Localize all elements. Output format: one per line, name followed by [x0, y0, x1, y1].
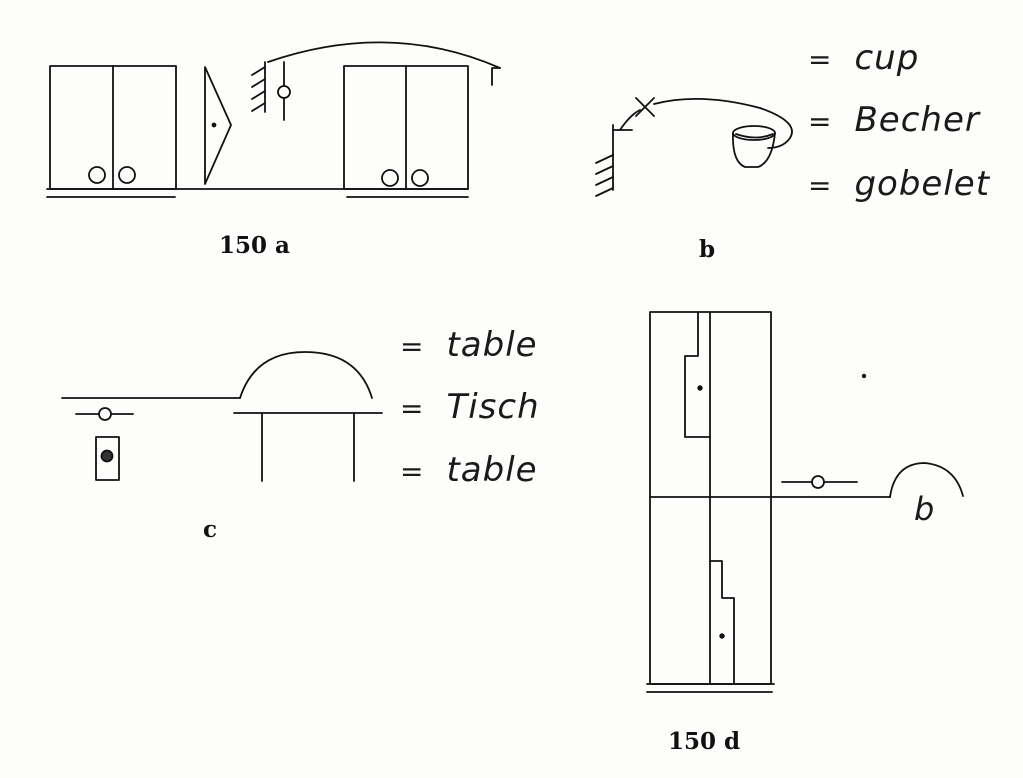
b-connector — [619, 109, 641, 131]
d-arc — [889, 462, 964, 498]
hinge-circle — [277, 85, 291, 99]
c-drawer-dot — [100, 449, 114, 463]
caption-b: b — [699, 236, 716, 263]
b-wall-hatch — [595, 154, 614, 197]
d-upper-dot — [697, 385, 703, 391]
right-cabinet-knob-2 — [411, 169, 429, 187]
cup-inner — [735, 133, 774, 139]
b-swing-arc — [653, 97, 793, 149]
arrow-dot — [211, 122, 217, 128]
figure-c — [61, 351, 383, 482]
caption-c: c — [203, 516, 218, 543]
wall-hatch — [251, 66, 266, 112]
figure-150a — [46, 41, 501, 198]
right-cabinet-knob-1 — [381, 169, 399, 187]
d-lower-door — [709, 560, 735, 685]
cup-body — [732, 132, 776, 168]
b-x-mark — [635, 97, 655, 117]
translation-german-b: = Becher — [808, 100, 980, 140]
arc-end-tick — [491, 67, 501, 86]
c-table-arc — [239, 351, 373, 399]
arrow-shape — [204, 66, 232, 185]
translation-french-c: = table — [400, 450, 538, 490]
figure-b — [595, 97, 793, 197]
stray-mark — [861, 373, 867, 379]
d-upper-door — [684, 311, 711, 438]
d-lower-dot — [719, 633, 725, 639]
translation-english-b: = cup — [808, 38, 920, 78]
c-knob-circle — [98, 407, 112, 421]
translation-french-b: = gobelet — [808, 164, 991, 204]
left-cabinet-knob-2 — [118, 166, 136, 184]
d-knob-circle — [811, 475, 825, 489]
translation-german-c: = Tisch — [400, 387, 540, 427]
left-cabinet-knob-1 — [88, 166, 106, 184]
cup-rim — [732, 125, 776, 141]
translation-english-c: = table — [400, 325, 538, 365]
swing-arc — [267, 41, 501, 69]
figure-150d — [646, 311, 964, 693]
caption-150a: 150 a — [219, 232, 290, 259]
c-drawer-box — [95, 436, 120, 481]
caption-150d: 150 d — [668, 728, 741, 755]
d-label-b: b — [914, 490, 935, 528]
